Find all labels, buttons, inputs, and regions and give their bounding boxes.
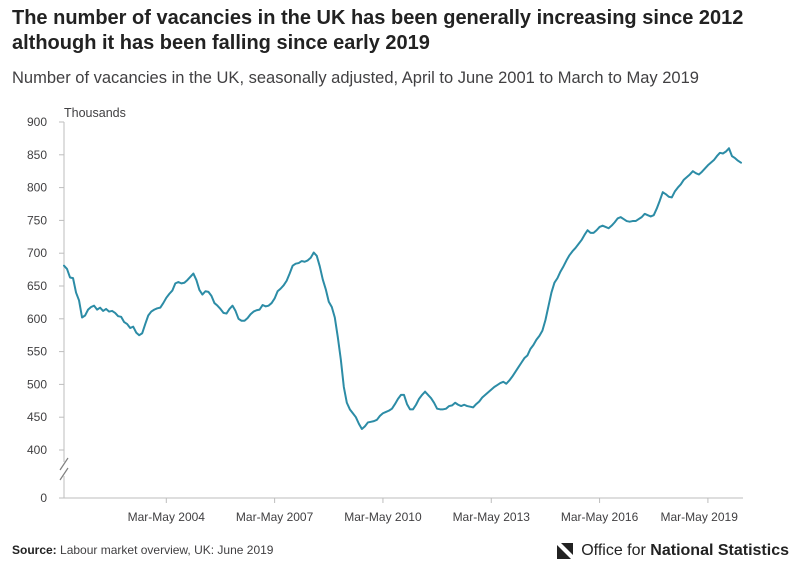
series-line-vacancies [63,147,742,431]
source-label: Source: [12,543,57,557]
x-tick-label: Mar-May 2016 [561,510,639,524]
y-tick-label: 0 [40,491,47,505]
y-axis: 0 400 450 500 550 600 650 700 750 800 850 900 [27,115,69,505]
ons-logo-text: Office for National Statistics [581,542,789,560]
x-tick-label: Mar-May 2019 [661,510,739,524]
logo-bold: National Statistics [650,542,789,559]
source-note: Source: Labour market overview, UK: June… [12,543,273,557]
chart-title: The number of vacancies in the UK has be… [12,7,744,54]
series-group [63,147,742,431]
x-tick-label: Mar-May 2010 [344,510,422,524]
x-axis: Mar-May 2004 Mar-May 2007 Mar-May 2010 Mar-… [64,497,743,524]
y-tick-label: 750 [27,213,47,227]
x-tick-label: Mar-May 2004 [128,510,206,524]
chart-subtitle: Number of vacancies in the UK, seasonall… [12,69,699,87]
x-tick-label: Mar-May 2013 [453,510,531,524]
y-tick-label: 600 [27,312,47,326]
axis-break-mark [59,467,69,481]
y-tick-label: 700 [27,246,47,260]
x-tick-label: Mar-May 2007 [236,510,314,524]
y-axis-label: Thousands [64,106,126,120]
y-tick-label: 800 [27,181,47,195]
source-text: Labour market overview, UK: June 2019 [60,543,274,557]
logo-prefix: Office for [581,542,646,559]
y-tick-label: 400 [27,443,47,457]
y-tick-label: 650 [27,279,47,293]
y-tick-label: 850 [27,148,47,162]
y-tick-label: 450 [27,410,47,424]
ons-logo-icon [557,543,574,559]
y-tick-label: 900 [27,115,47,129]
y-tick-label: 500 [27,377,47,391]
y-tick-label: 550 [27,345,47,359]
ons-logo: Office for National Statistics [555,538,789,564]
axis-break-mark [59,457,69,471]
